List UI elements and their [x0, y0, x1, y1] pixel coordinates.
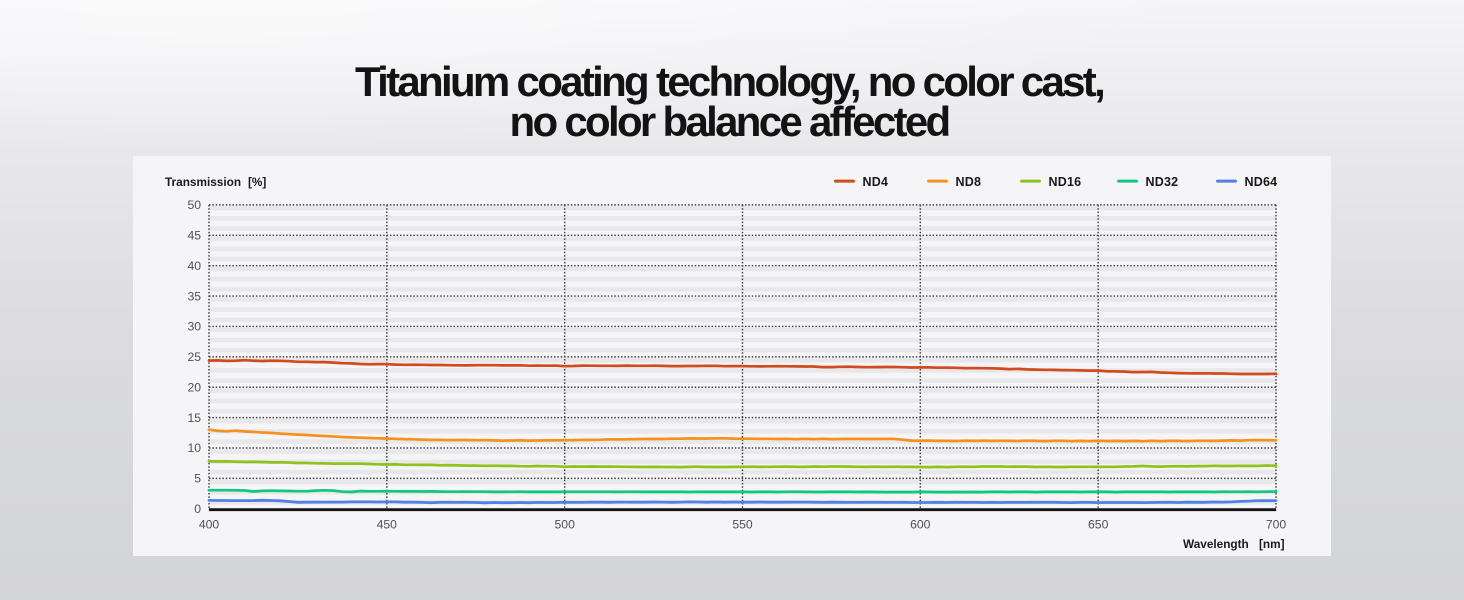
svg-text:30: 30	[187, 320, 201, 334]
svg-text:450: 450	[377, 518, 398, 532]
svg-text:ND16: ND16	[1049, 175, 1082, 189]
svg-text:700: 700	[1266, 518, 1287, 532]
svg-text:20: 20	[187, 380, 201, 394]
svg-text:500: 500	[555, 518, 576, 532]
svg-text:15: 15	[187, 411, 201, 425]
svg-text:400: 400	[199, 518, 220, 532]
svg-text:550: 550	[732, 518, 753, 532]
svg-text:0: 0	[194, 502, 201, 516]
svg-text:ND8: ND8	[956, 175, 982, 189]
svg-text:5: 5	[194, 472, 201, 486]
svg-text:600: 600	[910, 518, 931, 532]
svg-text:ND4: ND4	[863, 175, 889, 189]
svg-text:Transmission: Transmission	[165, 175, 241, 189]
svg-text:[nm]: [nm]	[1259, 537, 1285, 551]
svg-text:10: 10	[187, 441, 201, 455]
svg-text:Wavelength: Wavelength	[1183, 537, 1249, 551]
svg-text:50: 50	[187, 198, 201, 212]
svg-text:650: 650	[1088, 518, 1109, 532]
svg-text:ND64: ND64	[1245, 175, 1278, 189]
svg-text:40: 40	[187, 259, 201, 273]
svg-text:25: 25	[187, 350, 201, 364]
svg-text:45: 45	[187, 229, 201, 243]
svg-text:35: 35	[187, 289, 201, 303]
svg-text:[%]: [%]	[248, 175, 266, 189]
svg-text:ND32: ND32	[1146, 175, 1179, 189]
